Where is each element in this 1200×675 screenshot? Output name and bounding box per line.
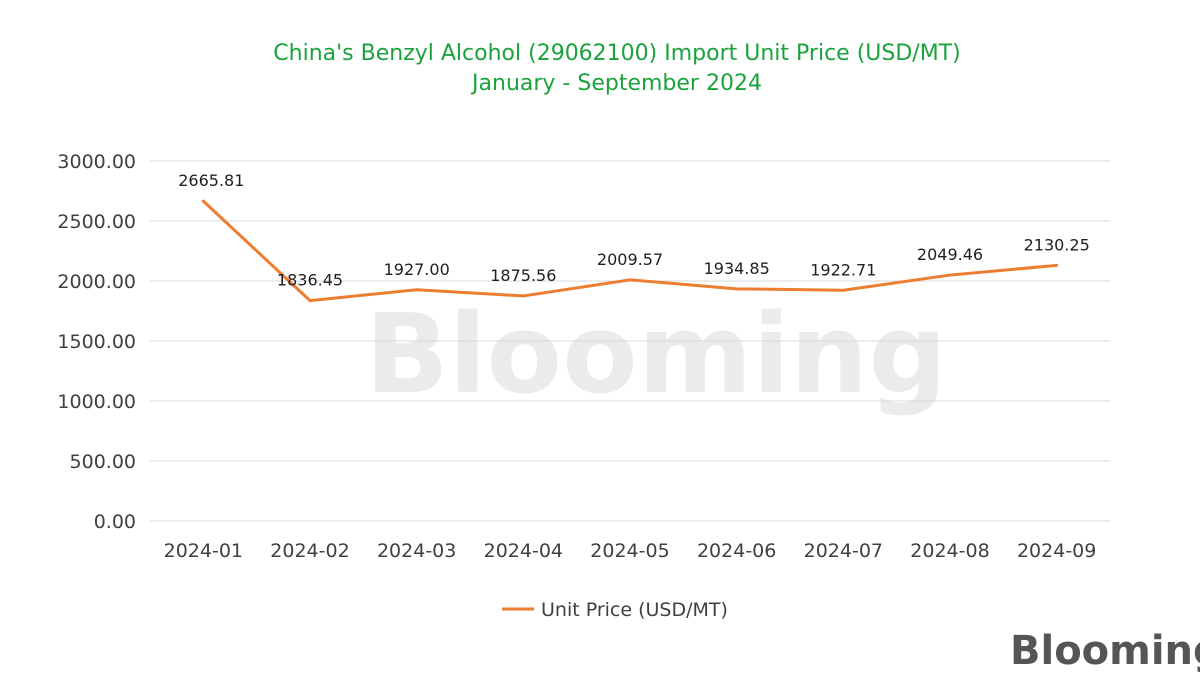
y-tick-label: 1000.00 xyxy=(57,391,136,413)
data-label: 1927.00 xyxy=(384,260,450,279)
data-point xyxy=(1055,263,1059,267)
data-label: 1836.45 xyxy=(277,271,343,290)
x-axis-ticks: 2024-01 2024-02 2024-03 2024-04 2024-05 2024-… xyxy=(164,540,1097,562)
data-point xyxy=(628,278,632,282)
watermark: Blooming xyxy=(365,290,947,418)
legend: Unit Price (USD/MT) xyxy=(502,599,728,621)
data-label: 1875.56 xyxy=(490,266,556,285)
chart-title: China's Benzyl Alcohol (29062100) Import… xyxy=(273,41,960,66)
y-tick-label: 2500.00 xyxy=(57,211,136,233)
logo-text: Blooming xyxy=(1010,628,1200,674)
x-tick-label: 2024-04 xyxy=(484,540,563,562)
x-tick-label: 2024-06 xyxy=(697,540,776,562)
data-label: 1934.85 xyxy=(704,259,770,278)
y-tick-label: 3000.00 xyxy=(57,151,136,173)
data-label: 1922.71 xyxy=(810,260,876,279)
chart-subtitle: January - September 2024 xyxy=(470,71,762,96)
x-tick-label: 2024-07 xyxy=(804,540,883,562)
data-point xyxy=(201,199,205,203)
data-point xyxy=(841,288,845,292)
data-label: 2130.25 xyxy=(1024,235,1090,254)
gridlines xyxy=(150,160,1110,522)
y-tick-label: 2000.00 xyxy=(57,271,136,293)
data-point xyxy=(308,299,312,303)
y-axis-ticks: 0.00 500.00 1000.00 1500.00 2000.00 2500.00 30… xyxy=(57,151,136,533)
legend-label: Unit Price (USD/MT) xyxy=(541,599,728,621)
data-label: 2049.46 xyxy=(917,245,983,264)
series-layer xyxy=(201,199,1059,303)
x-tick-label: 2024-08 xyxy=(910,540,989,562)
data-label: 2009.57 xyxy=(597,250,663,269)
x-tick-label: 2024-09 xyxy=(1017,540,1096,562)
y-tick-label: 0.00 xyxy=(94,511,136,533)
y-tick-label: 500.00 xyxy=(70,451,136,473)
x-tick-label: 2024-05 xyxy=(590,540,669,562)
data-label: 2665.81 xyxy=(178,171,244,190)
data-point xyxy=(521,294,525,298)
y-tick-label: 1500.00 xyxy=(57,331,136,353)
data-point xyxy=(735,287,739,291)
x-tick-label: 2024-01 xyxy=(164,540,243,562)
brand-logo: Blooming xyxy=(1010,628,1200,674)
x-tick-label: 2024-02 xyxy=(270,540,349,562)
data-labels: 2665.81 1836.45 1927.00 1875.56 2009.57 1934.… xyxy=(178,171,1090,290)
x-tick-label: 2024-03 xyxy=(377,540,456,562)
data-point xyxy=(948,273,952,277)
data-point xyxy=(415,288,419,292)
